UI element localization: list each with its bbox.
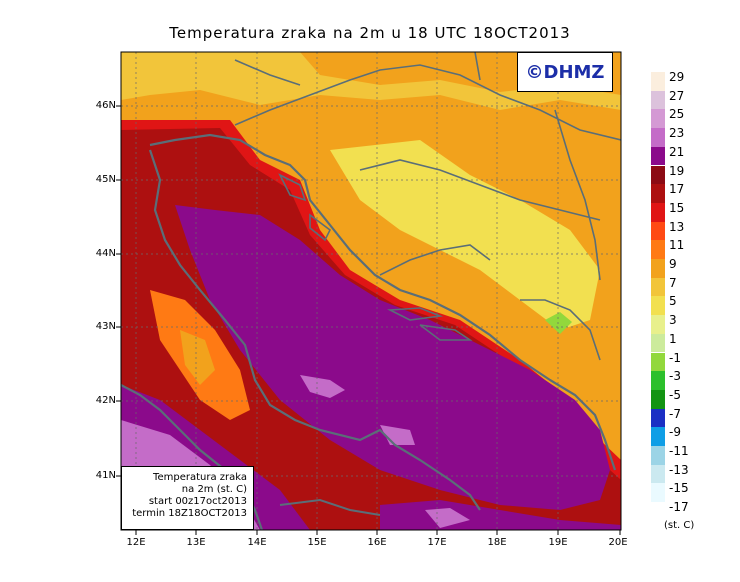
lat-tick-label: 44N xyxy=(95,248,116,259)
legend-label: 5 xyxy=(669,294,677,309)
legend-label: -11 xyxy=(669,444,689,458)
legend-label: -9 xyxy=(669,425,681,440)
legend-swatch xyxy=(651,446,665,465)
legend-label: 7 xyxy=(669,275,677,290)
lon-tick-label: 20E xyxy=(608,537,628,548)
legend-label: -17 xyxy=(669,500,689,515)
legend-swatch xyxy=(651,109,665,129)
info-box: Temperatura zraka na 2m (st. C) start 00… xyxy=(121,466,254,530)
legend-label: -5 xyxy=(669,387,681,402)
lon-tick-label: 15E xyxy=(307,537,327,548)
legend-swatch xyxy=(651,333,665,353)
lat-tick-label: 41N xyxy=(95,470,116,481)
legend-swatch xyxy=(651,259,665,278)
legend-label: 3 xyxy=(669,313,677,328)
lon-tick-label: 12E xyxy=(126,537,146,548)
legend-label: -15 xyxy=(669,481,689,496)
legend-label: 25 xyxy=(669,107,685,122)
legend-swatch xyxy=(651,240,665,259)
legend-swatch xyxy=(651,427,665,446)
chart-title: Temperatura zraka na 2m u 18 UTC 18OCT20… xyxy=(169,24,571,42)
legend-label: 9 xyxy=(669,257,677,271)
lon-tick-label: 13E xyxy=(186,537,206,548)
info-line: Temperatura zraka xyxy=(153,472,247,483)
legend-label: -7 xyxy=(669,406,681,421)
legend-label: 1 xyxy=(669,331,677,346)
legend-swatch xyxy=(651,165,665,185)
legend-label: 29 xyxy=(669,70,685,84)
italy-coastline xyxy=(148,149,481,511)
lon-tick-label: 18E xyxy=(487,537,507,548)
legend-label: 23 xyxy=(669,126,685,141)
color-legend: 29 27 25 23 21 19 17 15 13 11 9 7 5 3 1 -1 -3 -5 -7 -9 -11 -1… xyxy=(651,70,740,542)
legend-label: 15 xyxy=(669,200,685,215)
legend-swatch xyxy=(651,296,665,316)
dhmz-logo: ©DHMZ xyxy=(517,52,613,92)
legend-label: 11 xyxy=(669,238,685,253)
legend-label: 13 xyxy=(669,219,685,234)
info-line: na 2m (st. C) xyxy=(181,484,247,495)
legend-swatch xyxy=(651,90,665,110)
legend-swatch xyxy=(651,184,665,203)
lon-tick-label: 19E xyxy=(548,537,568,548)
lat-tick-label: 43N xyxy=(95,321,116,332)
legend-swatch xyxy=(651,202,665,222)
info-line: termin 18Z18OCT2013 xyxy=(132,508,247,519)
legend-swatch xyxy=(651,277,665,297)
lon-tick-label: 17E xyxy=(427,537,447,548)
legend-swatch xyxy=(651,72,665,91)
lat-tick-label: 46N xyxy=(95,100,116,111)
lon-tick-label: 16E xyxy=(367,537,387,548)
legend-swatch xyxy=(651,352,665,372)
legend-label: 19 xyxy=(669,163,685,178)
graticule xyxy=(121,52,621,530)
lat-tick-label: 45N xyxy=(95,174,116,185)
legend-label: -13 xyxy=(669,462,689,477)
legend-swatch xyxy=(651,146,665,166)
lon-tick-label: 14E xyxy=(247,537,267,548)
legend-label: -3 xyxy=(669,369,681,384)
legend-swatch xyxy=(651,221,665,241)
legend-swatch xyxy=(651,371,665,390)
country-borders xyxy=(234,52,621,361)
legend-swatch xyxy=(651,483,665,503)
legend-label: 27 xyxy=(669,88,685,103)
legend-swatch xyxy=(651,128,665,147)
legend-swatch xyxy=(651,408,665,428)
croatia-coastline xyxy=(149,133,617,471)
legend-swatch xyxy=(651,464,665,484)
info-line: start 00z17oct2013 xyxy=(148,496,247,507)
lat-tick-label: 42N xyxy=(95,395,116,406)
legend-label: -1 xyxy=(669,350,681,365)
legend-label: 21 xyxy=(669,144,685,159)
legend-label: 17 xyxy=(669,182,685,197)
legend-swatch xyxy=(651,389,665,409)
adriatic-sea xyxy=(175,205,610,510)
legend-swatch xyxy=(651,315,665,334)
legend-units: (st. C) xyxy=(664,520,695,531)
map-frame xyxy=(120,51,622,531)
land-inland-yellow xyxy=(330,140,600,330)
